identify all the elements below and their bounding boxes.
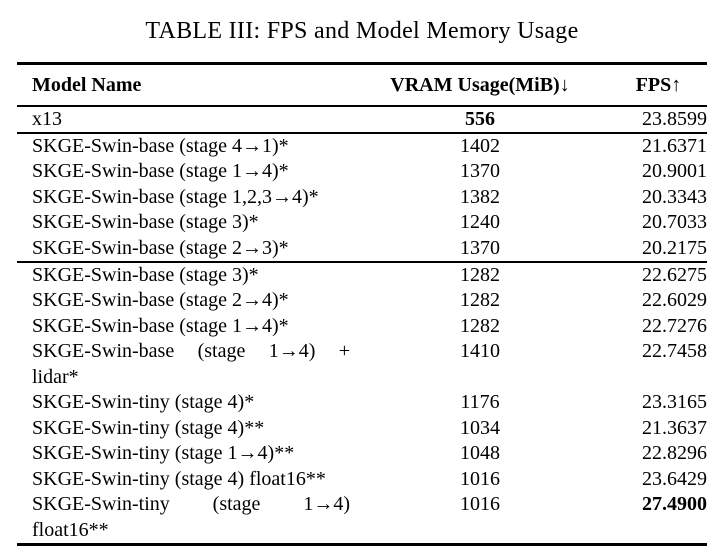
table-row: SKGE-Swin-base (stage 1,2,3→4)* 1382 20.… xyxy=(17,185,707,211)
model-name-text: SKGE-Swin-base (stage 1→4)* xyxy=(32,160,289,183)
table-caption: TABLE III: FPS and Model Memory Usage xyxy=(145,17,579,44)
fps-value: 23.3165 xyxy=(642,391,707,414)
row-separator-rule xyxy=(17,261,707,263)
model-name-cell: SKGE-Swin-base (stage 2→4)* xyxy=(32,288,350,314)
model-name-text-line2: float16** xyxy=(32,518,109,541)
vram-value: 1016 xyxy=(460,493,500,516)
model-name-text-line2: lidar* xyxy=(32,365,79,388)
model-name-cell: SKGE-Swin-tiny (stage 4)** xyxy=(32,416,350,442)
model-name-cell: SKGE-Swin-tiny (stage 1→4) float16** xyxy=(32,492,350,543)
fps-value: 22.8296 xyxy=(642,442,707,465)
fps-value: 23.6429 xyxy=(642,467,707,490)
model-name-text: SKGE-Swin-tiny (stage 4)** xyxy=(32,416,265,439)
model-name-cell: SKGE-Swin-base (stage 4→1)* xyxy=(32,134,350,160)
model-name-cell: SKGE-Swin-base (stage 1→4)* xyxy=(32,159,350,185)
model-name-text: SKGE-Swin-base (stage 2→4)* xyxy=(32,289,289,312)
vram-value: 1282 xyxy=(460,314,500,337)
vram-value: 1410 xyxy=(460,340,500,363)
model-name-text: SKGE-Swin-base (stage 3)* xyxy=(32,263,259,286)
table-row: SKGE-Swin-tiny (stage 4)** 1034 21.3637 xyxy=(17,416,707,442)
vram-value: 1402 xyxy=(460,134,500,157)
fps-value: 20.3343 xyxy=(642,185,707,208)
table-header-row: Model Name VRAM Usage(MiB)↓ FPS↑ xyxy=(17,65,707,105)
model-name-text: SKGE-Swin-base (stage 2→3)* xyxy=(32,236,289,259)
fps-value: 23.8599 xyxy=(642,107,707,130)
fps-value: 20.7033 xyxy=(642,211,707,234)
fps-value: 21.3637 xyxy=(642,416,707,439)
fps-value: 21.6371 xyxy=(642,134,707,157)
results-table: Model Name VRAM Usage(MiB)↓ FPS↑ x13 556… xyxy=(17,62,707,547)
model-name-text: SKGE-Swin-base (stage 1,2,3→4)* xyxy=(32,185,319,208)
fps-value: 22.6275 xyxy=(642,263,707,286)
table-row: SKGE-Swin-tiny (stage 4)* 1176 23.3165 xyxy=(17,390,707,416)
vram-value: 1282 xyxy=(460,289,500,312)
model-name-cell: x13 xyxy=(32,107,350,133)
vram-value: 1282 xyxy=(460,263,500,286)
model-name-text: SKGE-Swin-tiny (stage 1→4)** xyxy=(32,442,295,465)
model-name-cell: SKGE-Swin-tiny (stage 1→4)** xyxy=(32,441,350,467)
vram-value: 1176 xyxy=(460,391,500,414)
vram-value: 1016 xyxy=(460,467,500,490)
table-row: SKGE-Swin-tiny (stage 1→4) float16** 101… xyxy=(17,492,707,543)
model-name-text: SKGE-Swin-base (stage 3)* xyxy=(32,211,259,234)
vram-value: 1370 xyxy=(460,160,500,183)
vram-value: 1240 xyxy=(460,211,500,234)
table-row: SKGE-Swin-base (stage 1→4) + lidar* 1410… xyxy=(17,339,707,390)
model-name-text: SKGE-Swin-base (stage 1→4)* xyxy=(32,314,289,337)
table-top-rule xyxy=(17,62,707,65)
model-name-cell: SKGE-Swin-base (stage 3)* xyxy=(32,263,350,289)
row-separator-rule xyxy=(17,132,707,134)
fps-value: 22.7276 xyxy=(642,314,707,337)
table-row: SKGE-Swin-base (stage 3)* 1240 20.7033 xyxy=(17,210,707,236)
table-body: x13 556 23.8599 SKGE-Swin-base (stage 4→… xyxy=(17,107,707,544)
table-row: SKGE-Swin-tiny (stage 1→4)** 1048 22.829… xyxy=(17,441,707,467)
model-name-text: SKGE-Swin-base (stage 1→4) + xyxy=(32,340,350,363)
table-row: SKGE-Swin-base (stage 2→3)* 1370 20.2175 xyxy=(17,236,707,262)
model-name-cell: SKGE-Swin-base (stage 1,2,3→4)* xyxy=(32,185,350,211)
vram-value: 1370 xyxy=(460,236,500,259)
model-name-text: SKGE-Swin-tiny (stage 1→4) xyxy=(32,493,350,516)
table-row: SKGE-Swin-base (stage 1→4)* 1370 20.9001 xyxy=(17,159,707,185)
table-row: SKGE-Swin-base (stage 3)* 1282 22.6275 xyxy=(17,263,707,289)
column-header-fps: FPS↑ xyxy=(635,73,682,96)
table-row: x13 556 23.8599 xyxy=(17,107,707,133)
fps-value: 22.6029 xyxy=(642,289,707,312)
model-name-cell: SKGE-Swin-base (stage 3)* xyxy=(32,210,350,236)
table-row: SKGE-Swin-base (stage 4→1)* 1402 21.6371 xyxy=(17,134,707,160)
model-name-text: SKGE-Swin-tiny (stage 4)* xyxy=(32,391,255,414)
model-name-cell: SKGE-Swin-base (stage 1→4)* xyxy=(32,314,350,340)
table-bottom-rule xyxy=(17,543,707,547)
fps-value: 27.4900 xyxy=(642,493,707,516)
model-name-text: SKGE-Swin-base (stage 4→1)* xyxy=(32,134,289,157)
vram-value: 556 xyxy=(465,107,495,130)
column-header-vram-usage: VRAM Usage(MiB)↓ xyxy=(390,73,570,96)
vram-value: 1382 xyxy=(460,185,500,208)
vram-value: 1048 xyxy=(460,442,500,465)
header-bottom-rule xyxy=(17,105,707,107)
model-name-cell: SKGE-Swin-tiny (stage 4)* xyxy=(32,390,350,416)
fps-value: 20.9001 xyxy=(642,160,707,183)
model-name-cell: SKGE-Swin-base (stage 1→4) + lidar* xyxy=(32,339,350,390)
fps-value: 20.2175 xyxy=(642,236,707,259)
fps-value: 22.7458 xyxy=(642,340,707,363)
table-row: SKGE-Swin-base (stage 1→4)* 1282 22.7276 xyxy=(17,314,707,340)
table-row: SKGE-Swin-tiny (stage 4) float16** 1016 … xyxy=(17,467,707,493)
vram-value: 1034 xyxy=(460,416,500,439)
column-header-model-name: Model Name xyxy=(32,73,142,96)
model-name-cell: SKGE-Swin-tiny (stage 4) float16** xyxy=(32,467,350,493)
model-name-cell: SKGE-Swin-base (stage 2→3)* xyxy=(32,236,350,262)
table-row: SKGE-Swin-base (stage 2→4)* 1282 22.6029 xyxy=(17,288,707,314)
model-name-text: SKGE-Swin-tiny (stage 4) float16** xyxy=(32,467,326,490)
model-name-text: x13 xyxy=(32,107,62,130)
